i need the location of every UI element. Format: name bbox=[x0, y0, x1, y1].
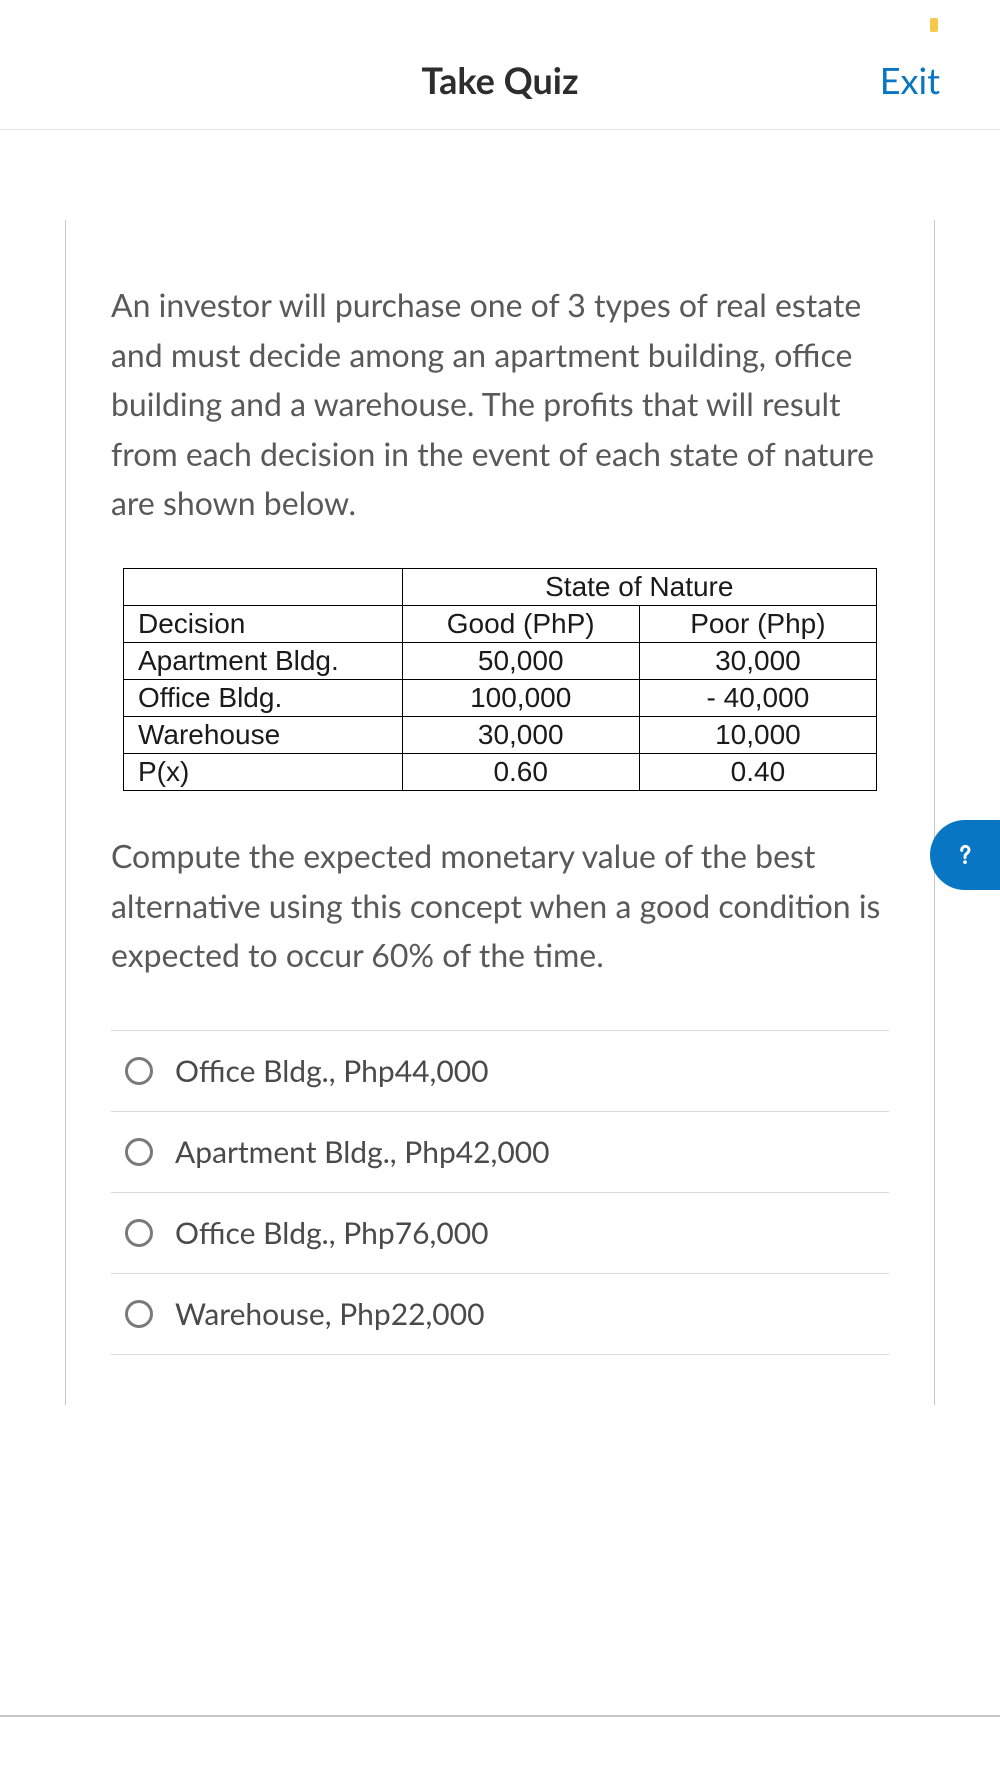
table-row: Apartment Bldg. 50,000 30,000 bbox=[124, 642, 877, 679]
col-header-poor: Poor (Php) bbox=[639, 605, 876, 642]
radio-icon bbox=[125, 1138, 153, 1166]
payoff-table-wrap: State of Nature Decision Good (PhP) Poor… bbox=[123, 568, 877, 791]
table-header-row: Decision Good (PhP) Poor (Php) bbox=[124, 605, 877, 642]
radio-icon bbox=[125, 1057, 153, 1085]
help-fab-button[interactable] bbox=[930, 820, 1000, 890]
table-super-header-row: State of Nature bbox=[124, 568, 877, 605]
cell-poor: 30,000 bbox=[639, 642, 876, 679]
radio-icon bbox=[125, 1219, 153, 1247]
cell-poor: 0.40 bbox=[639, 753, 876, 790]
option-label: Apartment Bldg., Php42,000 bbox=[175, 1134, 550, 1170]
question-intro-text: An investor will purchase one of 3 types… bbox=[111, 280, 889, 528]
status-bar bbox=[0, 0, 1000, 30]
table-blank-cell bbox=[124, 568, 403, 605]
option-label: Warehouse, Php22,000 bbox=[175, 1296, 485, 1332]
cell-decision: P(x) bbox=[124, 753, 403, 790]
page-header: Take Quiz Exit bbox=[0, 30, 1000, 130]
question-followup-text: Compute the expected monetary value of t… bbox=[111, 831, 889, 980]
answer-option[interactable]: Office Bldg., Php76,000 bbox=[111, 1193, 889, 1274]
table-row: Office Bldg. 100,000 - 40,000 bbox=[124, 679, 877, 716]
table-super-header: State of Nature bbox=[402, 568, 876, 605]
col-header-decision: Decision bbox=[124, 605, 403, 642]
answer-option[interactable]: Office Bldg., Php44,000 bbox=[111, 1030, 889, 1112]
cell-decision: Apartment Bldg. bbox=[124, 642, 403, 679]
cell-good: 30,000 bbox=[402, 716, 639, 753]
cell-good: 50,000 bbox=[402, 642, 639, 679]
question-card: An investor will purchase one of 3 types… bbox=[65, 220, 935, 1405]
cell-poor: 10,000 bbox=[639, 716, 876, 753]
cell-decision: Office Bldg. bbox=[124, 679, 403, 716]
col-header-good: Good (PhP) bbox=[402, 605, 639, 642]
answer-option[interactable]: Apartment Bldg., Php42,000 bbox=[111, 1112, 889, 1193]
payoff-table: State of Nature Decision Good (PhP) Poor… bbox=[123, 568, 877, 791]
radio-icon bbox=[125, 1300, 153, 1328]
exit-button[interactable]: Exit bbox=[880, 58, 940, 102]
page-title: Take Quiz bbox=[421, 58, 578, 102]
answer-options: Office Bldg., Php44,000 Apartment Bldg.,… bbox=[111, 1030, 889, 1355]
table-row: P(x) 0.60 0.40 bbox=[124, 753, 877, 790]
table-row: Warehouse 30,000 10,000 bbox=[124, 716, 877, 753]
cell-decision: Warehouse bbox=[124, 716, 403, 753]
answer-option[interactable]: Warehouse, Php22,000 bbox=[111, 1274, 889, 1355]
bottom-divider bbox=[0, 1715, 1000, 1717]
content: An investor will purchase one of 3 types… bbox=[0, 130, 1000, 1445]
option-label: Office Bldg., Php76,000 bbox=[175, 1215, 489, 1251]
cell-poor: - 40,000 bbox=[639, 679, 876, 716]
option-label: Office Bldg., Php44,000 bbox=[175, 1053, 489, 1089]
cell-good: 0.60 bbox=[402, 753, 639, 790]
cell-good: 100,000 bbox=[402, 679, 639, 716]
question-mark-icon bbox=[949, 839, 981, 871]
